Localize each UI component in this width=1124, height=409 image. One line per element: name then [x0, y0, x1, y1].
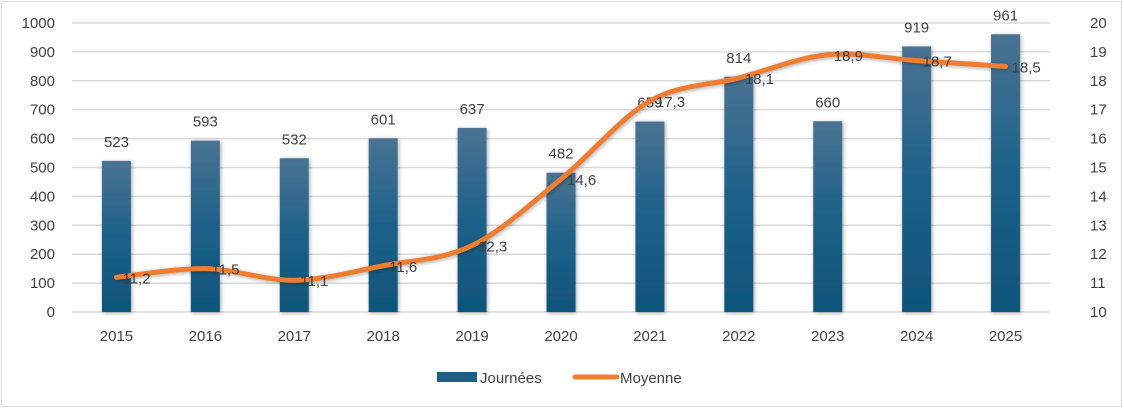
y-tick-label: 800 — [30, 73, 55, 90]
bar-data-label: 593 — [193, 114, 218, 131]
line-data-labels: 11,2 11,5 11,1 11,6 12,3 14,6 17,3 18,1 18,9 18,7… — [122, 48, 1040, 290]
y-tick-label: 400 — [30, 188, 55, 205]
bar-data-label: 919 — [904, 19, 929, 36]
bar — [190, 140, 220, 312]
x-tick-label: 2019 — [455, 328, 488, 345]
bar — [546, 172, 576, 312]
x-tick-label: 2015 — [100, 328, 133, 345]
bar — [101, 160, 131, 312]
bar-data-label: 637 — [460, 101, 485, 118]
y-tick-label: 200 — [30, 246, 55, 263]
legend[interactable]: Journées Moyenne — [437, 370, 682, 387]
y-tick-label: 600 — [30, 131, 55, 148]
bar — [457, 127, 487, 312]
y-tick-label: 700 — [30, 102, 55, 119]
bar-data-label: 660 — [815, 94, 840, 111]
line-data-label: 18,1 — [745, 71, 774, 88]
y2-tick-label: 16 — [1090, 131, 1107, 148]
line-data-label: 17,3 — [656, 94, 685, 111]
y2-tick-label: 11 — [1090, 275, 1106, 292]
bar — [813, 121, 843, 312]
x-tick-label: 2020 — [544, 328, 577, 345]
bar — [635, 121, 665, 312]
legend-swatch-journees — [437, 372, 477, 382]
legend-label-moyenne[interactable]: Moyenne — [620, 370, 682, 387]
bar-data-label: 961 — [993, 7, 1018, 24]
bar-data-label: 601 — [371, 111, 396, 128]
bar — [991, 34, 1021, 313]
bar — [368, 138, 398, 312]
y2-tick-label: 14 — [1090, 188, 1107, 205]
y2-tick-label: 20 — [1090, 15, 1107, 32]
bar — [902, 46, 932, 313]
y2-tick-label: 18 — [1090, 73, 1107, 90]
bar-data-label: 523 — [104, 134, 129, 151]
y-axis-left: 0 100 200 300 400 500 600 700 800 900 1000 — [22, 15, 55, 321]
y-tick-label: 1000 — [22, 15, 55, 32]
legend-label-journees[interactable]: Journées — [480, 370, 542, 387]
x-tick-label: 2022 — [722, 328, 755, 345]
line-data-label: 14,6 — [567, 172, 596, 189]
bar-series-journees — [101, 34, 1021, 313]
bar — [724, 76, 754, 312]
x-tick-label: 2016 — [189, 328, 222, 345]
y2-tick-label: 19 — [1090, 44, 1107, 61]
gridlines — [72, 22, 1050, 313]
line-series-moyenne — [113, 51, 1009, 283]
x-tick-label: 2023 — [811, 328, 844, 345]
bar-data-label: 482 — [548, 146, 573, 163]
x-tick-label: 2017 — [278, 328, 311, 345]
x-tick-label: 2018 — [366, 328, 399, 345]
x-tick-label: 2024 — [900, 328, 933, 345]
line-data-label: 11,2 — [122, 270, 150, 287]
y2-tick-label: 13 — [1090, 217, 1107, 234]
y-axis-right: 10 11 12 13 14 15 16 17 18 19 20 — [1090, 15, 1107, 321]
y2-tick-label: 17 — [1090, 102, 1107, 119]
line-data-label: 11,6 — [389, 259, 417, 276]
line-data-label: 18,9 — [834, 48, 863, 65]
x-tick-label: 2025 — [989, 328, 1022, 345]
bar — [279, 158, 309, 312]
line-data-label: 11,5 — [211, 262, 239, 279]
y-tick-label: 300 — [30, 217, 55, 234]
bar-data-label: 532 — [282, 131, 307, 148]
line-data-label: 12,3 — [478, 239, 507, 256]
line-data-label: 18,5 — [1012, 59, 1041, 76]
y2-tick-label: 10 — [1090, 304, 1107, 321]
y-tick-label: 0 — [47, 304, 55, 321]
y2-tick-label: 15 — [1090, 160, 1107, 177]
line-data-label: 18,7 — [923, 54, 952, 71]
y-tick-label: 100 — [30, 275, 55, 292]
x-axis: 2015 2016 2017 2018 2019 2020 2021 2022 2023 2024… — [100, 328, 1022, 345]
y-tick-label: 900 — [30, 44, 55, 61]
x-tick-label: 2021 — [633, 328, 666, 345]
y2-tick-label: 12 — [1090, 246, 1107, 263]
bar-data-label: 814 — [726, 50, 751, 67]
line-data-label: 11,1 — [300, 273, 328, 290]
y-tick-label: 500 — [30, 160, 55, 177]
